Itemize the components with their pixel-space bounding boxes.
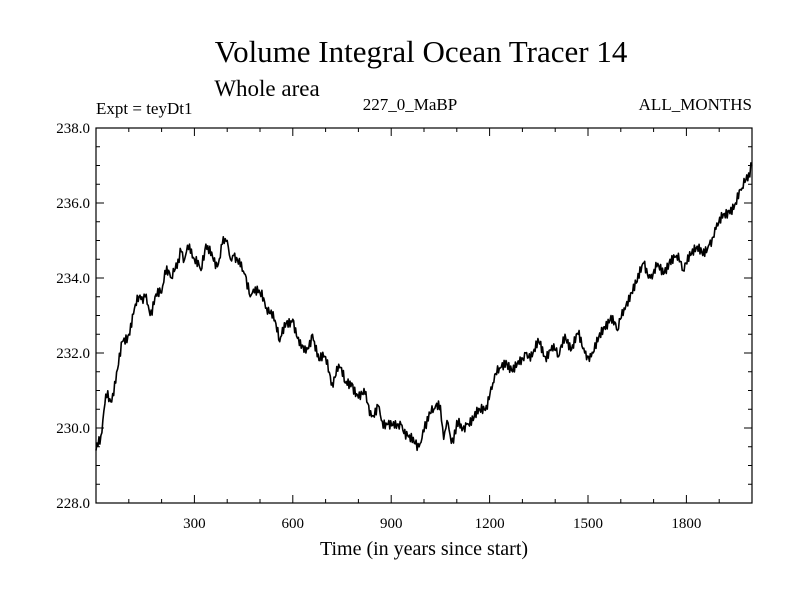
x-tick-label: 1500 — [573, 516, 603, 532]
x-tick-label: 900 — [380, 516, 403, 532]
x-tick-label: 1200 — [475, 516, 505, 532]
plot-frame — [95, 127, 753, 504]
chart-subtitle: Whole area — [214, 76, 319, 101]
x-axis-tick-labels: 300 600 900 1200 1500 1800 — [183, 516, 701, 532]
x-tick-label: 1800 — [671, 516, 701, 532]
header-left: Expt = teyDt1 — [96, 99, 192, 118]
header-right: ALL_MONTHS — [639, 95, 752, 114]
y-tick-label: 232.0 — [56, 346, 90, 362]
header-center: 227_0_MaBP — [363, 95, 457, 114]
y-tick-label: 234.0 — [56, 271, 90, 287]
y-tick-label: 236.0 — [56, 196, 90, 212]
x-axis-ticks — [128, 128, 720, 503]
y-axis-tick-labels: 228.0 230.0 232.0 234.0 236.0 238.0 — [56, 121, 90, 512]
series-line — [95, 162, 753, 452]
y-axis-ticks — [96, 146, 752, 485]
series-group — [95, 162, 753, 452]
chart-title: Volume Integral Ocean Tracer 14 — [215, 34, 628, 69]
x-tick-label: 300 — [183, 516, 206, 532]
x-tick-label: 600 — [282, 516, 305, 532]
y-tick-label: 228.0 — [56, 496, 90, 512]
y-tick-label: 238.0 — [56, 121, 90, 137]
y-tick-label: 230.0 — [56, 421, 90, 437]
x-axis-label: Time (in years since start) — [320, 538, 528, 560]
